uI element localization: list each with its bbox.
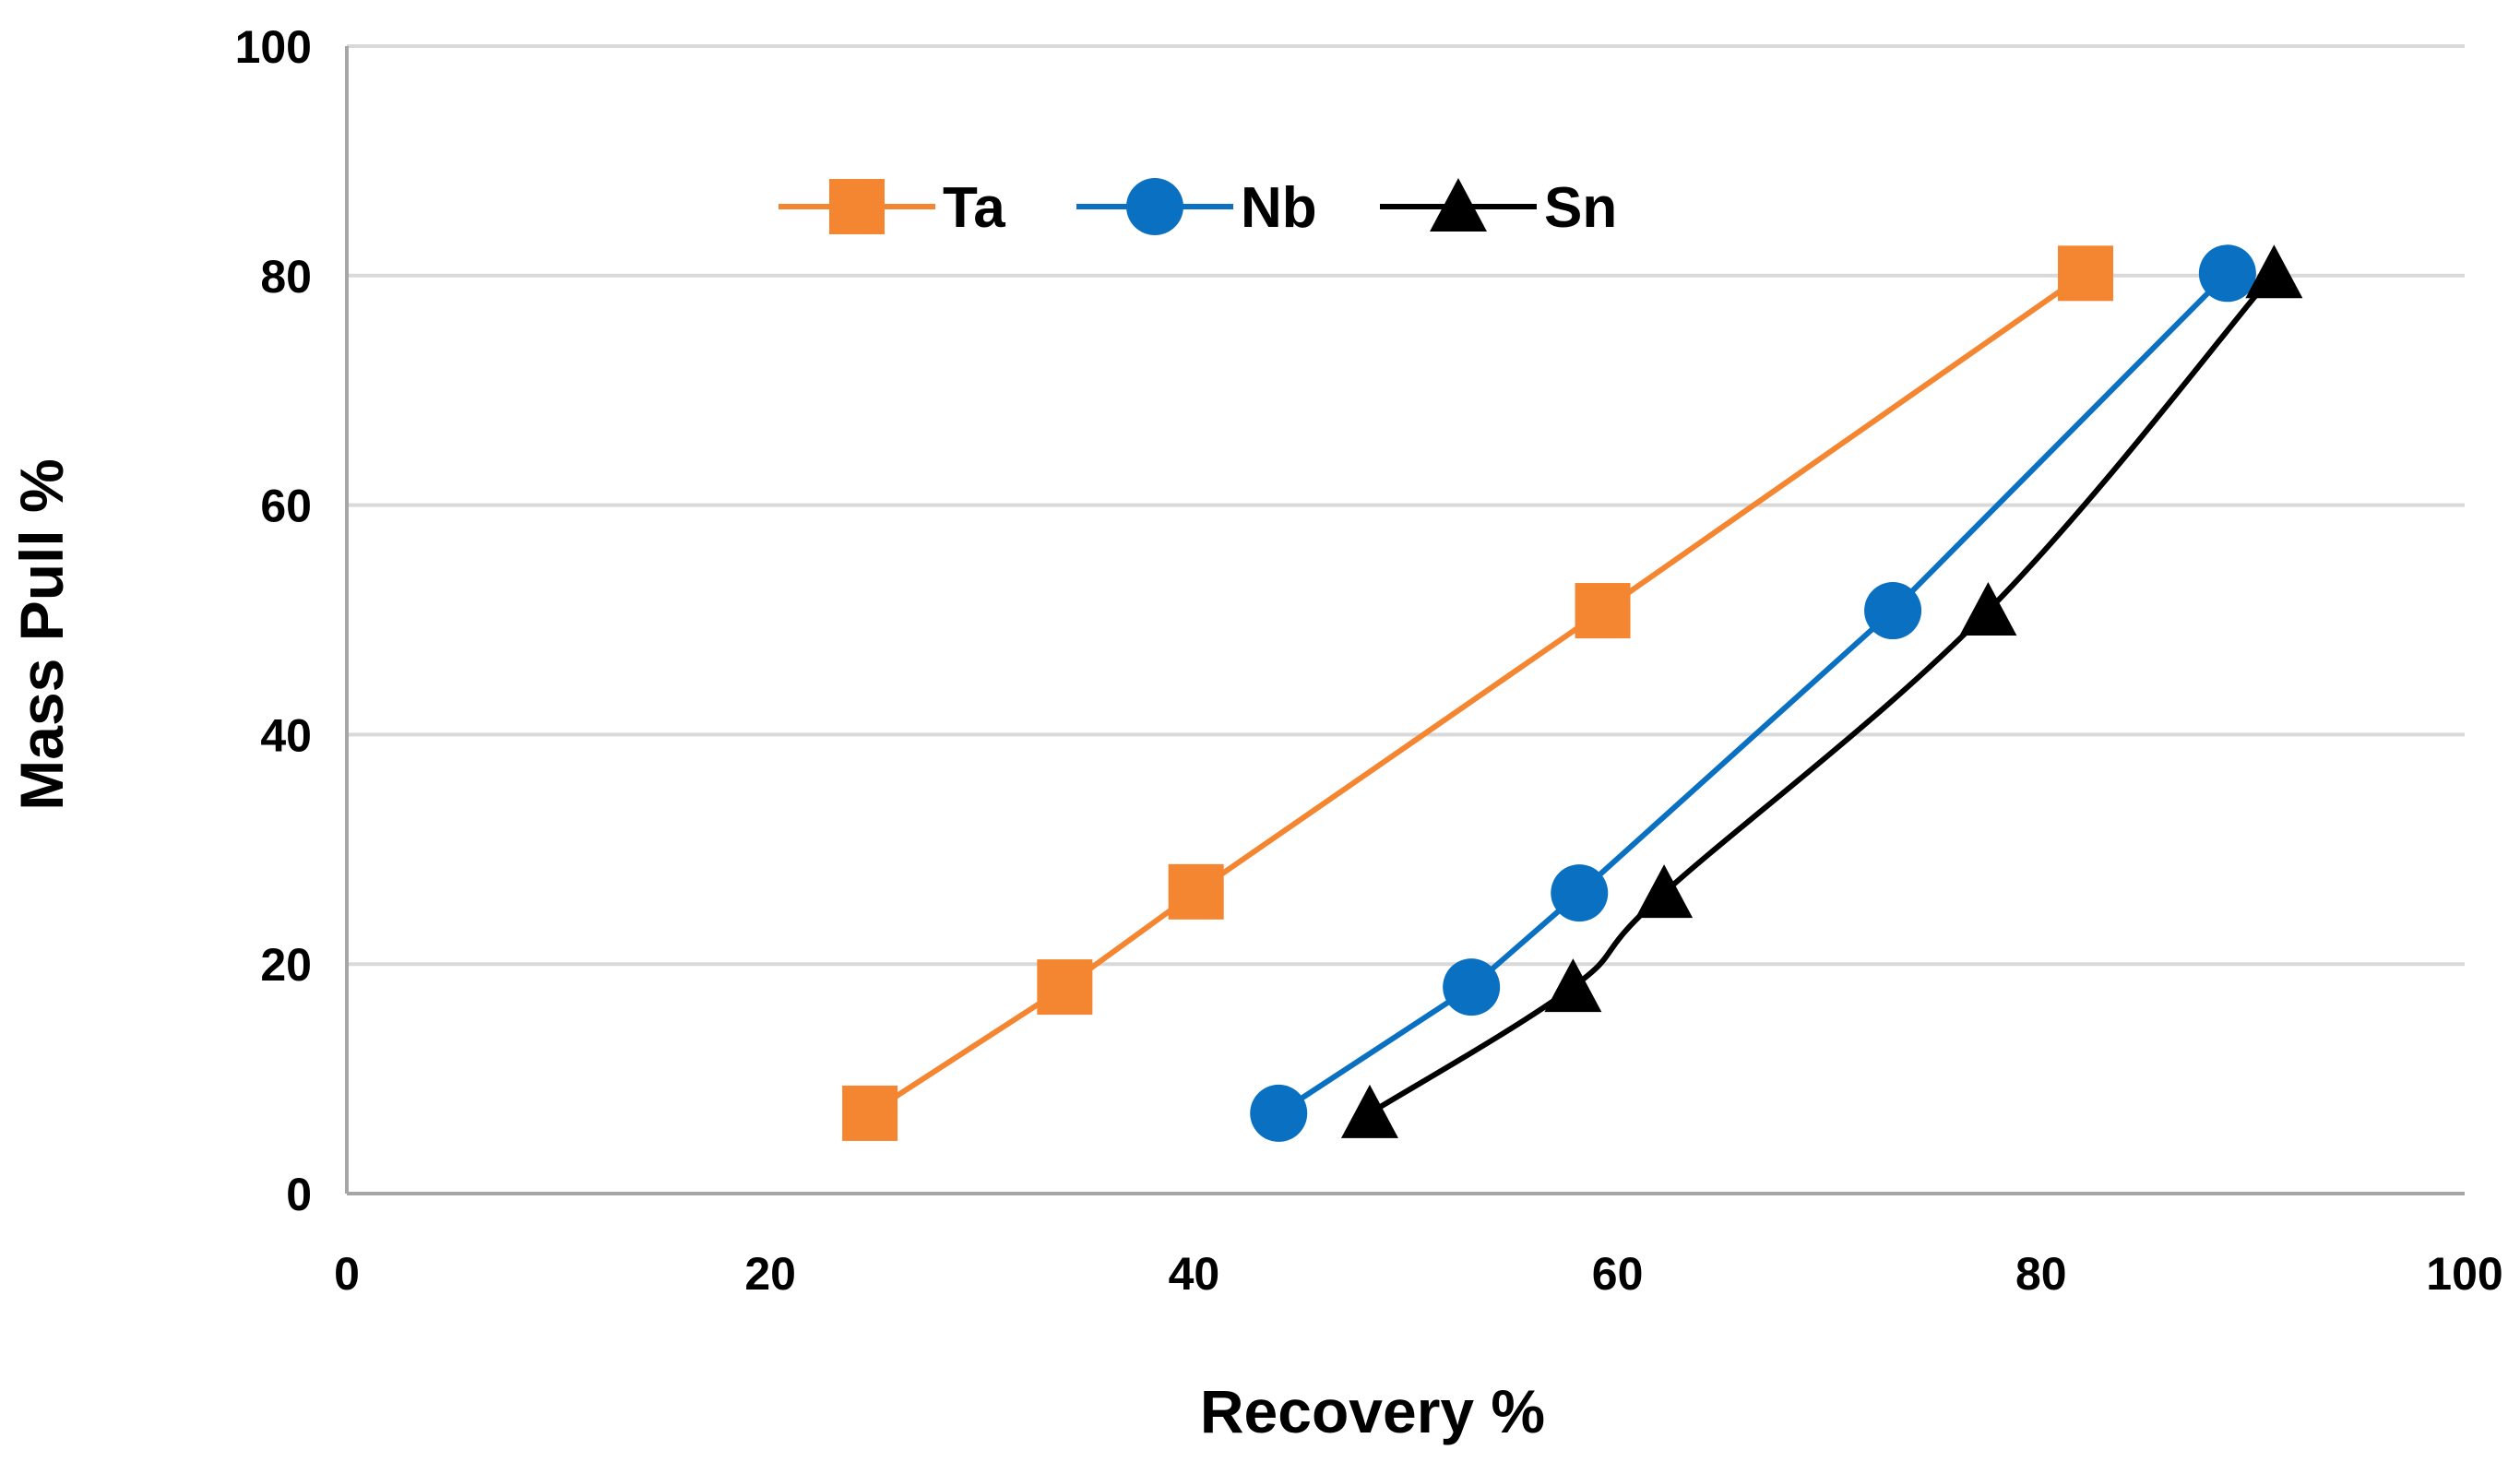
x-tick-label: 40 bbox=[1169, 1248, 1220, 1300]
data-point-nb bbox=[1250, 1084, 1308, 1142]
gridlines bbox=[347, 44, 2465, 967]
axes: 0 20 40 60 80 100 0 20 40 60 80 100 bbox=[235, 21, 2503, 1300]
data-point-nb bbox=[1864, 582, 1922, 640]
legend-marker-Sn bbox=[1430, 178, 1487, 232]
legend-marker-Ta bbox=[829, 179, 885, 234]
series-line-sn bbox=[1366, 270, 2277, 1116]
legend-label-Ta: Ta bbox=[943, 176, 1005, 240]
data-point-sn bbox=[1959, 582, 2017, 636]
x-axis-title: Recovery % bbox=[1200, 1377, 1545, 1445]
data-point-ta bbox=[1575, 583, 1631, 639]
data-point-sn bbox=[1635, 864, 1694, 919]
y-tick-label: 20 bbox=[260, 939, 312, 991]
data-point-nb bbox=[2198, 244, 2256, 303]
data-point-nb bbox=[1551, 864, 1609, 922]
legend-label-Sn: Sn bbox=[1544, 176, 1617, 240]
x-tick-label: 100 bbox=[2426, 1248, 2502, 1300]
series-markers bbox=[842, 244, 2303, 1142]
data-point-nb bbox=[1443, 958, 1501, 1016]
x-tick-label: 60 bbox=[1592, 1248, 1644, 1300]
data-point-ta bbox=[842, 1085, 898, 1141]
legend-marker-Nb bbox=[1126, 178, 1183, 235]
x-tick-label: 80 bbox=[2015, 1248, 2067, 1300]
legend: Ta Nb Sn bbox=[779, 176, 1617, 240]
data-point-ta bbox=[2058, 245, 2114, 302]
y-tick-label: 60 bbox=[260, 481, 312, 532]
data-point-ta bbox=[1037, 959, 1093, 1016]
y-tick-label: 0 bbox=[286, 1169, 312, 1220]
y-axis-title: Mass Pull % bbox=[7, 458, 76, 810]
data-point-ta bbox=[1168, 863, 1224, 920]
y-tick-label: 100 bbox=[235, 21, 312, 73]
data-point-sn bbox=[2245, 244, 2303, 299]
x-tick-label: 0 bbox=[334, 1248, 360, 1300]
legend-label-Nb: Nb bbox=[1241, 176, 1317, 240]
y-tick-label: 40 bbox=[260, 709, 312, 761]
series-line-nb bbox=[1276, 270, 2230, 1116]
data-point-sn bbox=[1544, 958, 1602, 1013]
x-tick-label: 20 bbox=[744, 1248, 796, 1300]
data-point-sn bbox=[1340, 1084, 1398, 1138]
y-tick-label: 80 bbox=[260, 251, 312, 303]
